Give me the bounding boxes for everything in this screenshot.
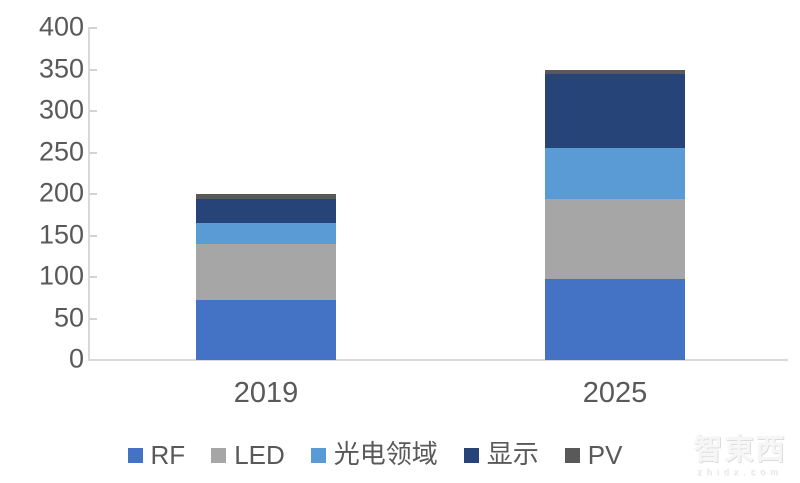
y-tick-mark (88, 317, 97, 320)
legend-label: 光电领域 (333, 440, 438, 469)
bar-segment-2019-显示 (196, 199, 336, 223)
legend-item-PV: PV (564, 440, 623, 470)
legend-swatch-icon (310, 447, 326, 463)
y-tick-mark (88, 27, 97, 29)
y-tick-label: 400 (38, 11, 84, 42)
x-category-label-2019: 2019 (233, 377, 299, 409)
y-tick-label: 100 (38, 260, 84, 291)
bar-segment-2025-PV (545, 70, 685, 74)
y-tick-label: 0 (68, 343, 84, 374)
legend-item-LED: LED (211, 442, 285, 468)
legend-swatch-icon (211, 447, 227, 463)
legend-item-显示: 显示 (463, 440, 539, 469)
legend-item-RF: RF (127, 440, 186, 470)
bar-segment-2019-光电领域 (196, 223, 336, 244)
legend-swatch-icon (463, 447, 479, 463)
bar-segment-2019-PV (196, 194, 336, 199)
legend-label: LED (234, 440, 285, 470)
bar-segment-2019-LED (196, 244, 336, 300)
bar-segment-2025-显示 (545, 74, 685, 148)
y-tick-label: 250 (38, 135, 84, 166)
y-tick-mark (88, 234, 97, 237)
bar-segment-2025-LED (545, 199, 685, 279)
legend-label: PV (587, 440, 623, 470)
y-tick-label: 50 (53, 301, 84, 332)
legend-item-光电领域: 光电领域 (310, 440, 438, 469)
legend-swatch-icon (127, 447, 143, 463)
x-category-label-2025: 2025 (582, 377, 648, 409)
legend-swatch-icon (564, 447, 580, 463)
y-tick-mark (88, 151, 97, 154)
legend-label: RF (150, 440, 186, 470)
bar-segment-2025-RF (545, 279, 685, 360)
bar-segment-2019-RF (196, 300, 336, 360)
chart-legend: RF LED 光电领域 显示 PV (0, 437, 750, 473)
y-tick-label: 350 (38, 52, 84, 83)
legend-label: 显示 (486, 440, 539, 469)
y-tick-label: 200 (38, 177, 84, 208)
y-axis-line (88, 27, 90, 361)
x-axis-line (88, 359, 788, 361)
y-tick-label: 300 (38, 94, 84, 125)
y-tick-mark (88, 193, 97, 195)
y-tick-mark (88, 276, 97, 278)
y-tick-mark (88, 110, 97, 112)
y-tick-mark (88, 68, 97, 71)
bar-segment-2025-光电领域 (545, 148, 685, 199)
y-tick-label: 150 (38, 218, 84, 249)
